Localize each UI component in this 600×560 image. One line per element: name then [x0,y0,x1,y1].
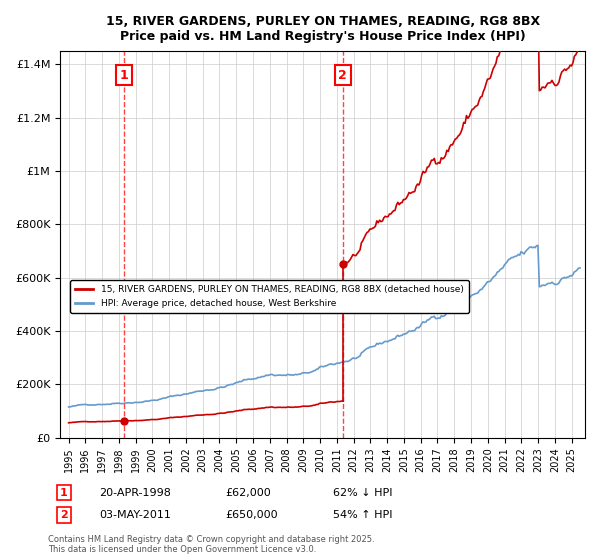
Text: 1: 1 [119,69,128,82]
Text: 20-APR-1998: 20-APR-1998 [99,488,171,498]
Text: £62,000: £62,000 [225,488,271,498]
Text: 1: 1 [60,488,68,498]
Text: 2: 2 [338,69,347,82]
Text: Contains HM Land Registry data © Crown copyright and database right 2025.
This d: Contains HM Land Registry data © Crown c… [48,535,374,554]
Legend: 15, RIVER GARDENS, PURLEY ON THAMES, READING, RG8 8BX (detached house), HPI: Ave: 15, RIVER GARDENS, PURLEY ON THAMES, REA… [70,280,469,313]
Text: 2: 2 [60,510,68,520]
Title: 15, RIVER GARDENS, PURLEY ON THAMES, READING, RG8 8BX
Price paid vs. HM Land Reg: 15, RIVER GARDENS, PURLEY ON THAMES, REA… [106,15,539,43]
Text: 54% ↑ HPI: 54% ↑ HPI [333,510,392,520]
Text: 62% ↓ HPI: 62% ↓ HPI [333,488,392,498]
Text: 03-MAY-2011: 03-MAY-2011 [99,510,171,520]
Text: £650,000: £650,000 [225,510,278,520]
